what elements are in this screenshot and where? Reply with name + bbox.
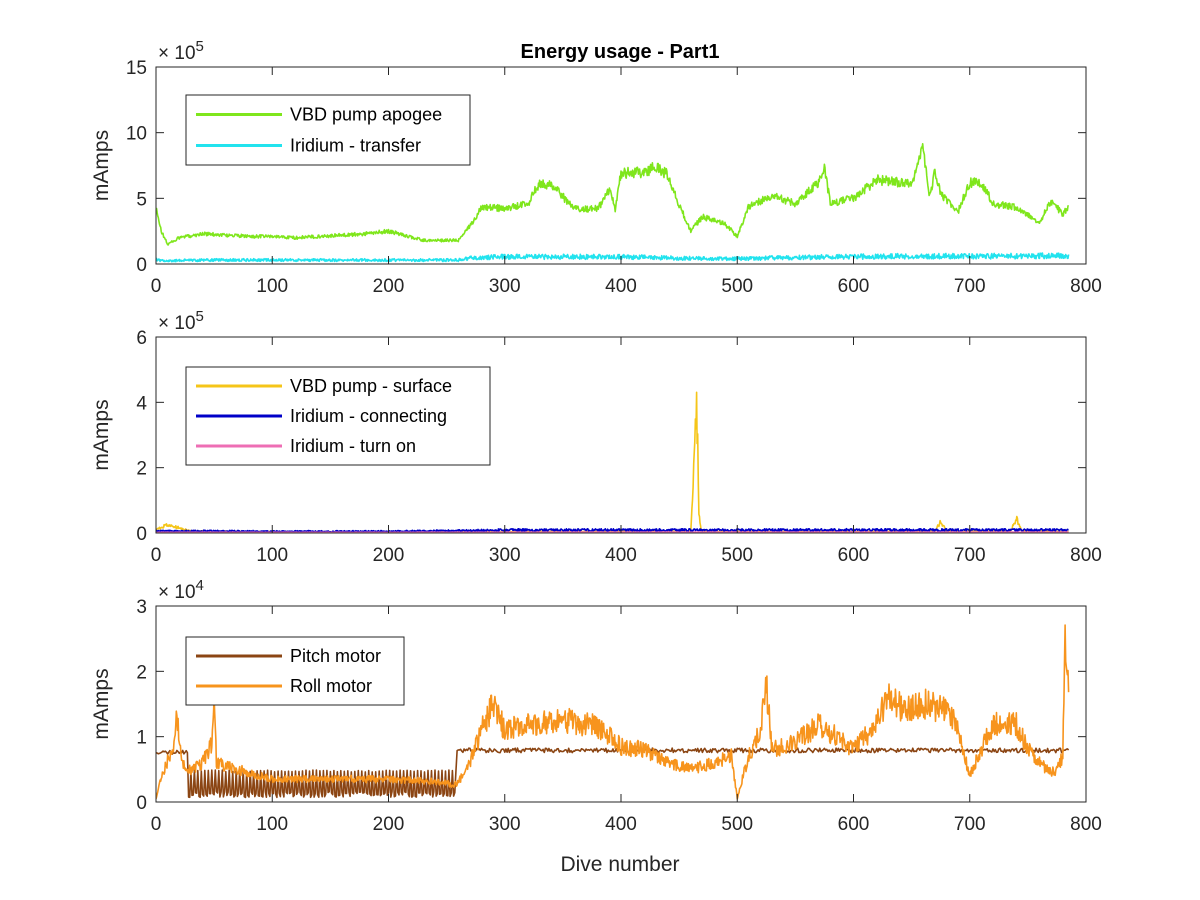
x-tick-label: 400	[605, 814, 637, 835]
x-tick-label: 700	[954, 276, 986, 297]
x-tick-label: 200	[373, 276, 405, 297]
x-tick-label: 800	[1070, 276, 1102, 297]
subplot-1: 0 100 200 300 400 500 600 700 800 0 5 10 15 × 105 mAmp…	[90, 38, 1102, 297]
legend-box	[185, 94, 471, 166]
x-tick-label: 0	[151, 545, 162, 566]
y-tick-label: 4	[136, 393, 147, 414]
plot-area	[156, 143, 1070, 263]
y-tick-label: 0	[136, 255, 147, 276]
y-multiplier-exponent: 5	[196, 308, 204, 325]
x-tick-label: 400	[605, 276, 637, 297]
y-tick-label: 0	[136, 524, 147, 545]
x-tick-label: 800	[1070, 814, 1102, 835]
legend-entry: Roll motor	[290, 676, 372, 696]
x-tick-label: 300	[489, 545, 521, 566]
x-tick-label: 500	[721, 545, 753, 566]
y-tick-label: 15	[126, 58, 147, 79]
legend-entry: Pitch motor	[290, 646, 381, 666]
x-tick-label: 0	[151, 276, 162, 297]
subplot-3: 0 100 200 300 400 500 600 700 800 0 1 2 3 × 104 mAmps P…	[90, 577, 1102, 835]
legend-entry: Iridium - transfer	[290, 136, 421, 156]
x-tick-label: 100	[256, 814, 288, 835]
legend-entry: Iridium - connecting	[290, 406, 447, 426]
series-line-vbd-pump-apogee	[156, 143, 1070, 246]
x-tick-label: 700	[954, 545, 986, 566]
legend: Pitch motor Roll motor	[185, 636, 405, 706]
y-axis-label: mAmps	[90, 668, 113, 739]
series-line-iridium-connecting	[156, 527, 1069, 533]
x-tick-label: 200	[373, 814, 405, 835]
y-tick-label: 2	[136, 459, 147, 480]
x-tick-label: 700	[954, 814, 986, 835]
x-tick-label: 500	[721, 276, 753, 297]
x-tick-label: 0	[151, 814, 162, 835]
x-tick-label: 600	[838, 814, 870, 835]
x-tick-label: 200	[373, 545, 405, 566]
x-tick-label: 100	[256, 276, 288, 297]
plot-area	[156, 624, 1070, 800]
legend-box	[185, 636, 405, 706]
y-tick-label: 10	[126, 124, 147, 145]
x-tick-label: 300	[489, 276, 521, 297]
x-tick-label: 600	[838, 276, 870, 297]
plot-area	[156, 391, 1069, 533]
y-tick-label: 6	[136, 328, 147, 349]
x-tick-label: 500	[721, 814, 753, 835]
legend-entry: Iridium - turn on	[290, 436, 416, 456]
subplot-2: 0 100 200 300 400 500 600 700 800 0 2 4 6 × 105 mAmps V…	[90, 308, 1102, 566]
y-tick-label: 2	[136, 662, 147, 683]
y-tick-label: 5	[136, 189, 147, 210]
y-tick-label: 3	[136, 597, 147, 618]
series-line-iridium-turn-on	[156, 531, 1069, 533]
legend: VBD pump - surface Iridium - connecting Ir…	[185, 366, 491, 466]
y-multiplier-exponent: 4	[196, 577, 204, 594]
y-axis-label: mAmps	[90, 399, 113, 470]
y-multiplier: × 104	[158, 577, 204, 603]
x-tick-label: 100	[256, 545, 288, 566]
y-multiplier: × 105	[158, 38, 204, 64]
y-tick-label: 0	[136, 793, 147, 814]
x-tick-label: 400	[605, 545, 637, 566]
x-tick-label: 600	[838, 545, 870, 566]
x-axis-label: Dive number	[560, 853, 679, 876]
legend-entry: VBD pump - surface	[290, 376, 452, 396]
x-tick-label: 800	[1070, 545, 1102, 566]
y-tick-label: 1	[136, 728, 147, 749]
y-axis-label: mAmps	[90, 130, 113, 201]
series-line-roll-motor	[156, 624, 1070, 800]
x-tick-label: 300	[489, 814, 521, 835]
y-multiplier: × 105	[158, 308, 204, 334]
legend: VBD pump apogee Iridium - transfer	[185, 94, 471, 166]
y-multiplier-exponent: 5	[196, 38, 204, 55]
series-line-iridium-transfer	[156, 252, 1070, 263]
figure-title: Energy usage - Part1	[521, 41, 720, 63]
series-line-pitch-motor	[156, 747, 1070, 799]
legend-entry: VBD pump apogee	[290, 105, 442, 125]
